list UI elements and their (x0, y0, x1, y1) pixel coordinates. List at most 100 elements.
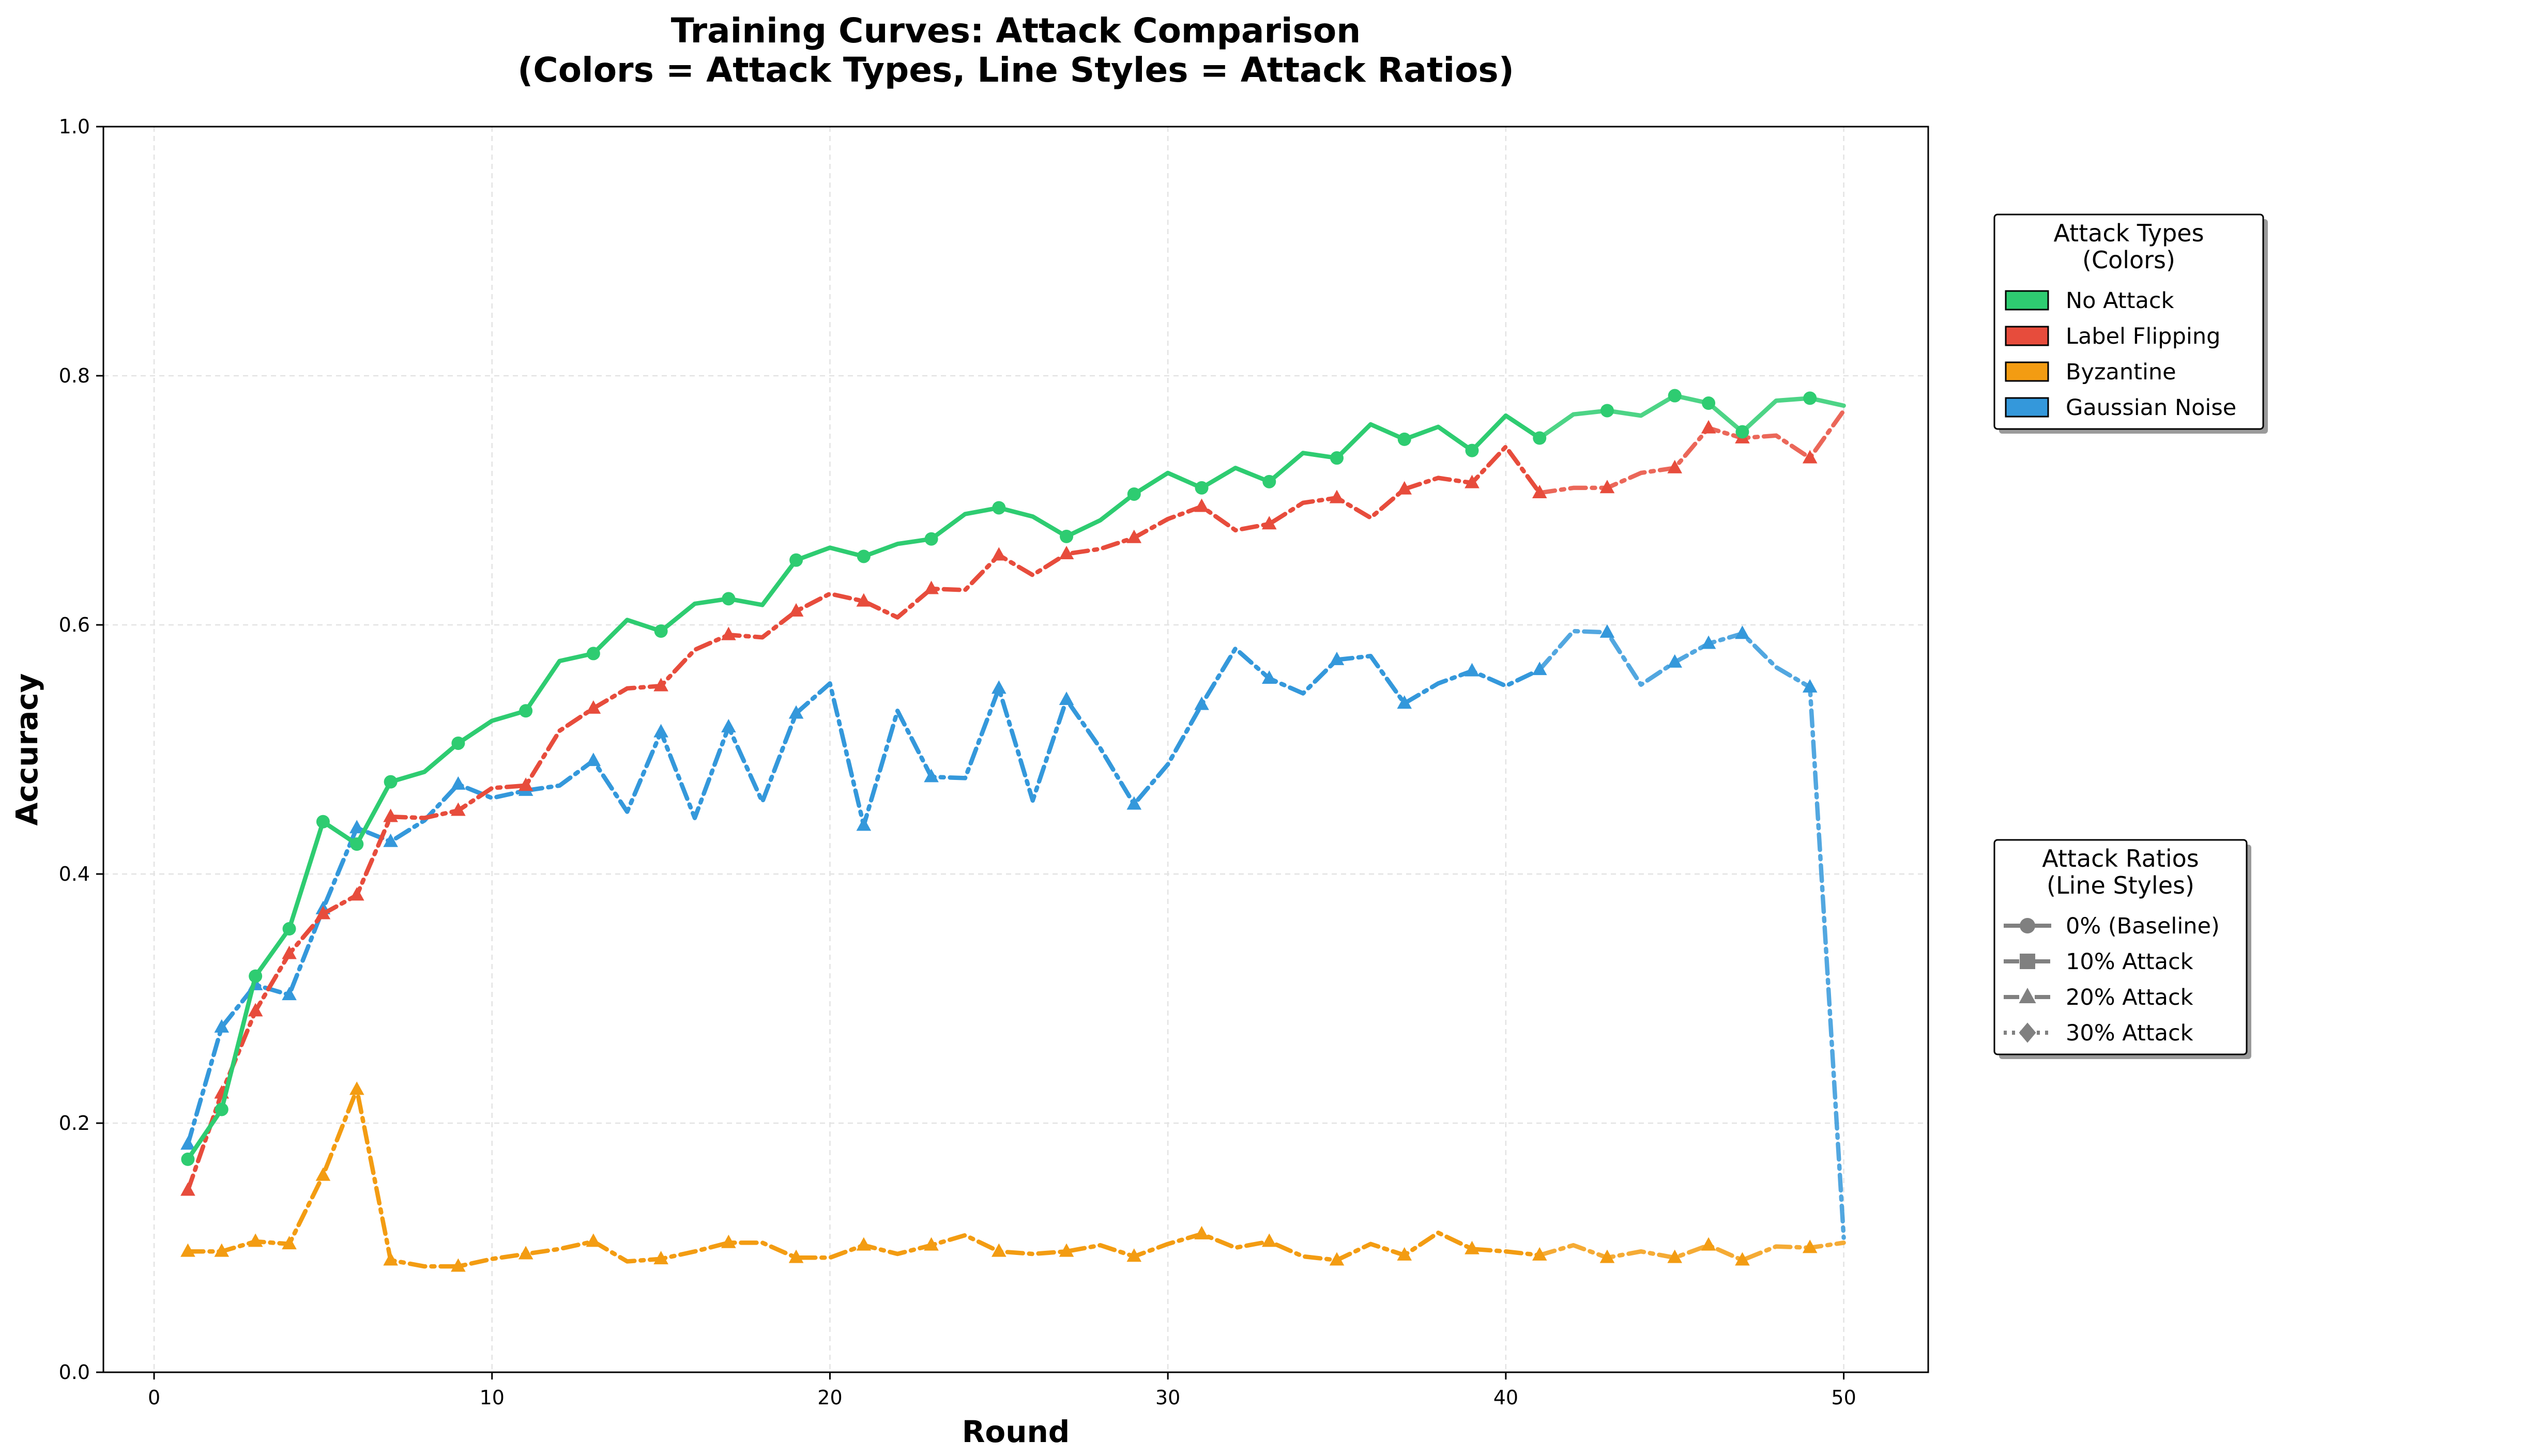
data-point-byzantine (315, 1167, 331, 1181)
data-point-label-flipping (383, 808, 398, 822)
data-point-label-flipping (1126, 529, 1142, 543)
data-point-byzantine (1126, 1248, 1142, 1262)
data-point-no-attack (722, 592, 736, 606)
data-point-gaussian-noise (788, 705, 804, 719)
legend-marker (2019, 988, 2036, 1003)
data-point-no-attack (316, 815, 330, 829)
y-tick-label: 0.2 (59, 1112, 90, 1135)
series-line-label-flipping (1537, 408, 1846, 495)
data-point-byzantine (1802, 1239, 1818, 1253)
data-point-no-attack (181, 1152, 195, 1166)
y-tick-label: 0.6 (59, 614, 90, 636)
data-point-gaussian-noise (1194, 696, 1209, 710)
data-point-no-attack (1600, 404, 1614, 418)
x-tick-label: 20 (817, 1386, 842, 1409)
data-point-byzantine (518, 1246, 533, 1260)
data-point-gaussian-noise (1667, 654, 1683, 668)
legend-box (1993, 839, 2248, 1055)
legend-entry: 0% (Baseline) (2004, 913, 2220, 939)
legend-label: 30% Attack (2066, 1020, 2193, 1046)
data-point-no-attack (1735, 425, 1749, 439)
x-tick-label: 40 (1493, 1386, 1518, 1409)
data-point-no-attack (350, 837, 364, 851)
data-point-gaussian-noise (383, 833, 398, 847)
data-point-byzantine (451, 1258, 466, 1272)
data-point-no-attack (1533, 431, 1547, 445)
data-point-gaussian-noise (1802, 679, 1818, 693)
data-point-byzantine (924, 1237, 939, 1251)
data-point-byzantine (856, 1237, 872, 1251)
y-axis-label: Accuracy (9, 673, 44, 826)
data-point-byzantine (1194, 1225, 1209, 1239)
legend-label: 20% Attack (2066, 985, 2193, 1010)
data-point-label-flipping (518, 777, 533, 791)
x-tick-label: 10 (480, 1386, 505, 1409)
data-point-byzantine (1735, 1252, 1750, 1266)
data-point-gaussian-noise (1532, 662, 1547, 676)
data-point-label-flipping (1329, 489, 1345, 503)
data-point-no-attack (1262, 474, 1276, 488)
data-point-label-flipping (282, 945, 297, 959)
data-point-gaussian-noise (1126, 796, 1142, 810)
data-point-no-attack (1330, 451, 1344, 465)
series-lines (180, 389, 1846, 1272)
data-point-no-attack (924, 532, 938, 546)
data-point-gaussian-noise (721, 719, 736, 733)
chart-subtitle: (Colors = Attack Types, Line Styles = At… (517, 50, 1514, 90)
data-point-gaussian-noise (1397, 695, 1412, 709)
legend-subtitle: (Line Styles) (2047, 871, 2194, 899)
legend-attack-ratios: Attack Ratios(Line Styles) 0% (Baseline) 1… (1993, 839, 2251, 1059)
data-point-no-attack (519, 704, 533, 718)
data-point-label-flipping (721, 626, 736, 640)
data-point-label-flipping (1599, 480, 1615, 494)
data-point-byzantine (788, 1249, 804, 1263)
legend-subtitle: (Colors) (2082, 246, 2175, 274)
data-point-gaussian-noise (282, 987, 297, 1001)
data-point-byzantine (248, 1233, 263, 1247)
data-point-gaussian-noise (1059, 692, 1074, 705)
data-point-label-flipping (924, 580, 939, 594)
data-point-byzantine (1261, 1233, 1277, 1247)
data-point-no-attack (1397, 432, 1411, 446)
data-point-no-attack (654, 624, 668, 638)
legend-title: Attack Ratios (2042, 845, 2199, 872)
data-point-label-flipping (856, 593, 872, 607)
x-tick-label: 30 (1155, 1386, 1180, 1409)
data-point-byzantine (1059, 1243, 1074, 1257)
data-point-no-attack (1127, 487, 1141, 501)
legend-swatch (2005, 397, 2049, 418)
data-point-label-flipping (248, 1003, 263, 1017)
data-point-label-flipping (1465, 474, 1480, 488)
data-point-byzantine (653, 1251, 668, 1265)
data-point-label-flipping (1802, 450, 1818, 464)
legend-entry: Label Flipping (2005, 324, 2220, 349)
legend-entry: Byzantine (2005, 359, 2176, 385)
legend-marker (2019, 1022, 2036, 1043)
x-tick-label: 0 (148, 1386, 160, 1409)
data-point-label-flipping (1397, 481, 1412, 495)
data-point-byzantine (1532, 1247, 1547, 1261)
legend-label: Byzantine (2066, 359, 2176, 385)
legend-marker (2020, 954, 2035, 969)
data-point-byzantine (180, 1243, 195, 1257)
legend-title: Attack Types (2053, 219, 2204, 247)
data-point-label-flipping (992, 547, 1006, 561)
data-point-no-attack (249, 969, 263, 983)
legend-label: 10% Attack (2066, 949, 2193, 975)
series-no-attack (181, 389, 1846, 1166)
data-point-byzantine (1465, 1240, 1480, 1254)
data-point-byzantine (586, 1233, 601, 1247)
y-tick-label: 0.8 (59, 364, 90, 387)
data-point-label-flipping (180, 1182, 195, 1196)
legend-label: No Attack (2066, 288, 2174, 314)
data-point-no-attack (1465, 443, 1479, 457)
plot-area-frame (102, 126, 1929, 1373)
data-point-label-flipping (349, 887, 364, 901)
legend-entry: 10% Attack (2004, 949, 2193, 975)
y-tick-label: 1.0 (59, 115, 90, 138)
x-tick-label: 50 (1831, 1386, 1856, 1409)
data-point-gaussian-noise (349, 820, 364, 834)
data-point-byzantine (214, 1243, 230, 1257)
y-tick-label: 0.4 (59, 863, 90, 885)
